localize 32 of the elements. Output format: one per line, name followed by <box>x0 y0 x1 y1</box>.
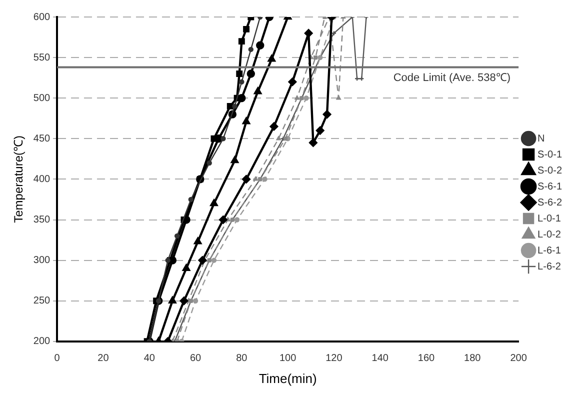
legend-label: S-0-1 <box>538 149 562 160</box>
x-tick-label: 160 <box>418 353 436 364</box>
x-tick-label: 60 <box>190 353 202 364</box>
x-tick-label: 200 <box>510 353 528 364</box>
y-tick-label: 600 <box>33 12 51 23</box>
y-tick-label: 250 <box>33 296 51 307</box>
y-tick-label: 350 <box>33 214 51 226</box>
y-tick-label: 500 <box>33 92 51 104</box>
ref-line-label: Code Limit (Ave. 538℃) <box>393 72 511 84</box>
legend-label: L-0-1 <box>538 213 562 224</box>
x-tick-label: 0 <box>54 353 60 364</box>
y-tick-label: 300 <box>33 255 51 266</box>
legend-label: S-6-1 <box>538 181 562 192</box>
y-tick-label: 200 <box>33 336 51 348</box>
legend-label: N <box>538 133 545 144</box>
legend-label: L-6-1 <box>538 245 562 256</box>
legend-label: S-6-2 <box>538 197 562 208</box>
x-tick-label: 40 <box>144 353 156 364</box>
legend-label: L-0-2 <box>538 229 562 240</box>
x-tick-label: 180 <box>464 353 482 364</box>
y-tick-label: 400 <box>33 174 51 185</box>
x-axis-title: Time(min) <box>258 370 317 386</box>
x-tick-label: 120 <box>326 353 343 364</box>
y-tick-label: 450 <box>33 133 51 144</box>
x-tick-label: 100 <box>279 353 297 364</box>
legend-label: S-0-2 <box>538 165 562 176</box>
x-tick-label: 20 <box>98 353 110 364</box>
y-tick-label: 550 <box>33 52 51 64</box>
legend-label: L-6-2 <box>538 261 562 272</box>
x-tick-label: 140 <box>372 353 389 364</box>
y-axis-title: Temperature(℃) <box>12 136 26 223</box>
x-tick-label: 80 <box>236 353 248 364</box>
